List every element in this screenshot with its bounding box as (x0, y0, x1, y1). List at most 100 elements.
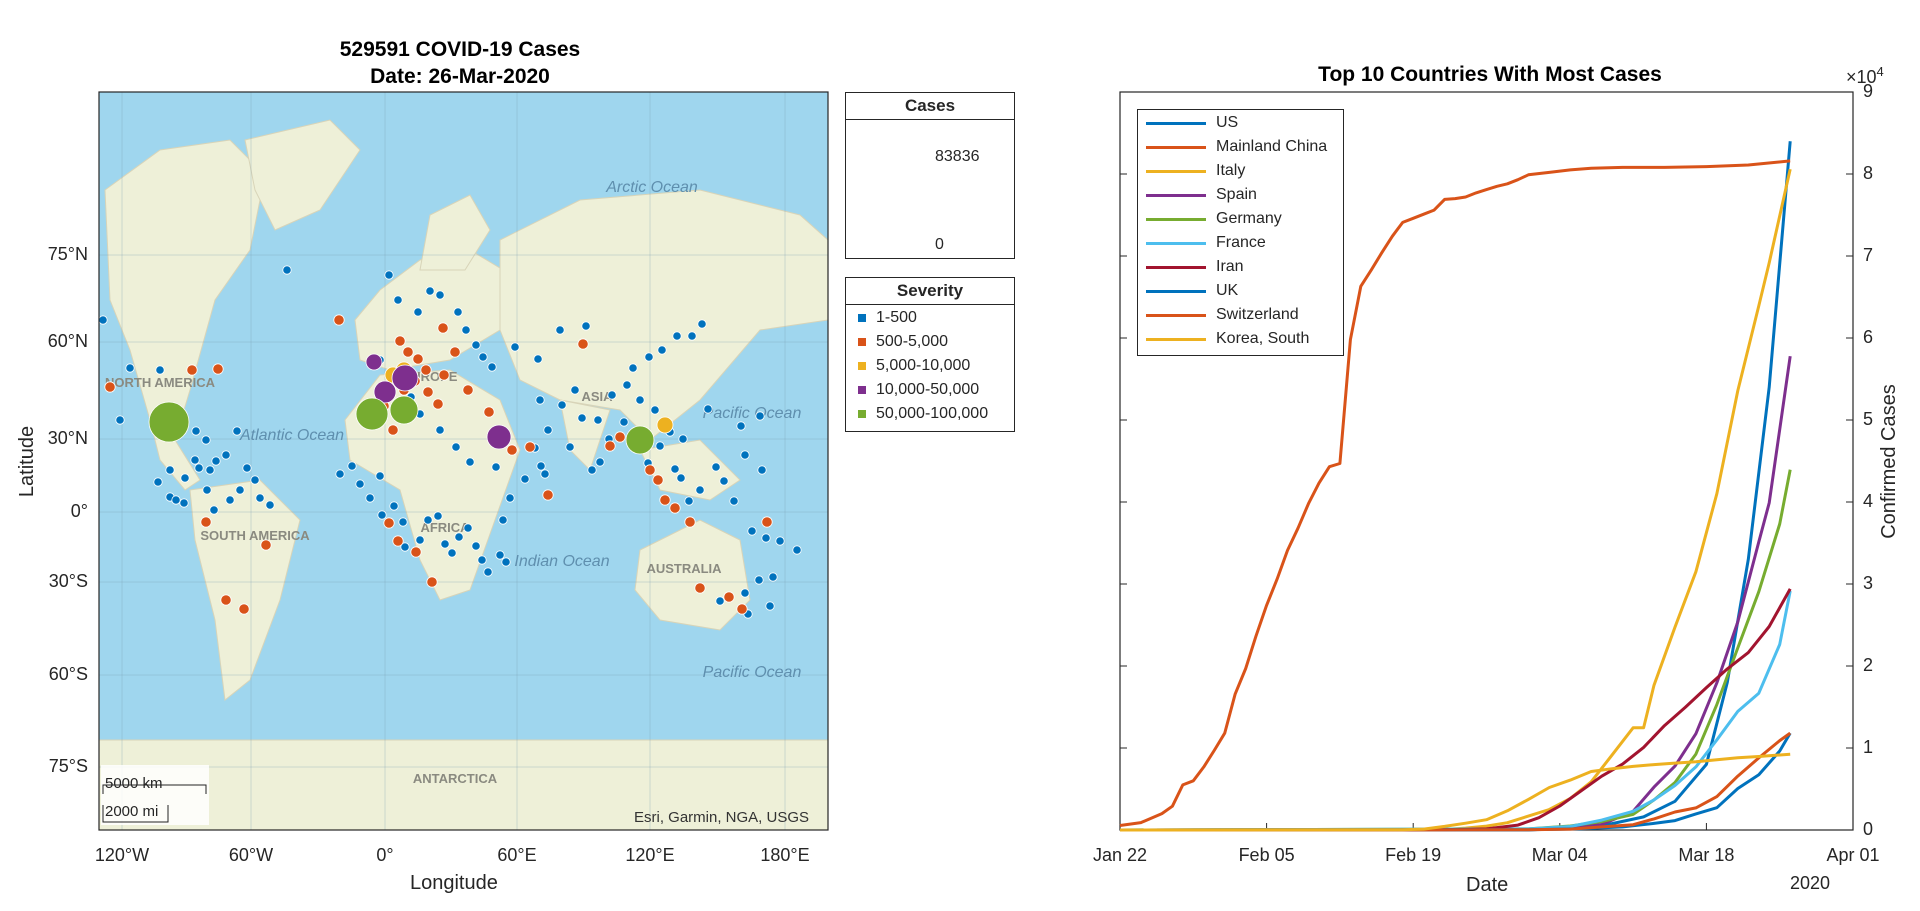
case-marker-1-500 (607, 390, 617, 400)
basemap-label-1: Atlantic Ocean (239, 427, 344, 444)
chart-legend-item: Switzerland (1146, 306, 1299, 324)
case-marker-1-500 (250, 475, 260, 485)
severity-swatch (858, 362, 866, 370)
severity-legend-item: 500-5,000 (858, 333, 948, 351)
case-marker-1-500 (179, 498, 189, 508)
chart-legend-item: Germany (1146, 210, 1282, 228)
map-lon-tick: 120°E (625, 845, 675, 865)
case-marker-1-500 (543, 425, 553, 435)
case-marker-500-5000 (652, 474, 664, 486)
asia-land (499, 189, 829, 441)
case-marker-500-5000 (644, 464, 656, 476)
case-marker-1-500 (461, 325, 471, 335)
severity-legend-item: 1-500 (858, 309, 917, 327)
map-attribution: Esri, Garmin, NGA, USGS (634, 809, 810, 826)
legend-line-swatch (1146, 169, 1206, 173)
case-marker-1-500 (487, 362, 497, 372)
legend-series-label: Korea, South (1216, 330, 1310, 347)
case-marker-1-500 (644, 352, 654, 362)
case-marker-500-5000 (604, 440, 616, 452)
map-lat-tick: 30°N (47, 428, 88, 448)
case-marker-1-500 (501, 557, 511, 567)
scale-km: 5000 km (105, 775, 163, 792)
y-tick-label: 0 (1863, 819, 1874, 839)
case-marker-1-500 (483, 567, 493, 577)
case-marker-1-500 (413, 307, 423, 317)
case-marker-1-500 (715, 596, 725, 606)
severity-legend-item: 10,000-50,000 (858, 381, 979, 399)
case-marker-1-500 (520, 474, 530, 484)
scale-bar-km-line (102, 784, 207, 794)
case-marker-1-500 (209, 505, 219, 515)
map-lat-tick: 0° (70, 501, 88, 521)
legend-series-label: Italy (1216, 162, 1246, 179)
case-marker-500-5000 (383, 517, 395, 529)
case-marker-500-5000 (420, 364, 432, 376)
map-lon-tick: 60°E (497, 845, 537, 865)
basemap-label-5: NORTH AMERICA (105, 375, 216, 390)
case-marker-500-5000 (761, 516, 773, 528)
case-marker-1-500 (505, 493, 515, 503)
y-exponent-power: 4 (1876, 64, 1884, 79)
case-marker-500-5000 (432, 398, 444, 410)
case-marker-500-5000 (483, 406, 495, 418)
case-marker-500-5000 (449, 346, 461, 358)
case-marker-1-500 (398, 517, 408, 527)
case-marker-1-500 (754, 575, 764, 585)
legend-series-label: US (1216, 114, 1239, 131)
basemap-label-3: Indian Ocean (514, 553, 609, 570)
map-lon-tick: 180°E (760, 845, 810, 865)
case-marker-500-5000 (422, 386, 434, 398)
case-marker-10000-50000 (365, 353, 383, 371)
case-marker-1-500 (465, 457, 475, 467)
cases-legend-max: 83836 (935, 148, 980, 165)
case-marker-1-500 (194, 463, 204, 473)
basemap-label-8: AFRICA (420, 520, 470, 535)
case-marker-1-500 (155, 365, 165, 375)
basemap-label-10: AUSTRALIA (646, 561, 722, 576)
case-marker-50000-100000 (389, 395, 419, 425)
case-marker-500-5000 (684, 516, 696, 528)
case-marker-1-500 (510, 342, 520, 352)
severity-swatch (858, 338, 866, 346)
case-marker-500-5000 (437, 322, 449, 334)
case-marker-1-500 (711, 462, 721, 472)
case-marker-1-500 (471, 541, 481, 551)
chart-xlabel: Date (1466, 874, 1509, 896)
scale-bar-background (101, 765, 209, 825)
case-marker-500-5000 (614, 431, 626, 443)
chart-title: Top 10 Countries With Most Cases (1318, 63, 1662, 86)
case-marker-1-500 (557, 400, 567, 410)
legend-series-label: Mainland China (1216, 138, 1328, 155)
scandinavia-land (419, 194, 491, 271)
basemap-label-4: Pacific Ocean (703, 664, 802, 681)
chart-legend-item: Italy (1146, 162, 1245, 180)
cases-legend-title: Cases (846, 93, 1014, 120)
case-marker-500-5000 (723, 591, 735, 603)
case-marker-1-500 (400, 542, 410, 552)
severity-label: 500-5,000 (876, 333, 949, 350)
case-marker-1-500 (740, 588, 750, 598)
case-marker-1-500 (355, 479, 365, 489)
case-marker-1-500 (125, 363, 135, 373)
y-tick-label: 8 (1863, 163, 1874, 183)
chart-y-exponent: ×104 (1846, 64, 1884, 88)
case-marker-500-5000 (438, 369, 450, 381)
case-marker-500-5000 (260, 539, 272, 551)
case-marker-1-500 (451, 442, 461, 452)
severity-label: 50,000-100,000 (876, 405, 989, 422)
chart-legend-item: Iran (1146, 258, 1244, 276)
case-marker-1-500 (265, 500, 275, 510)
case-marker-1-500 (729, 496, 739, 506)
severity-swatch (858, 386, 866, 394)
map-title-line2: Date: 26-Mar-2020 (370, 65, 550, 88)
severity-legend-item: 5,000-10,000 (858, 357, 970, 375)
case-marker-1-500 (533, 354, 543, 364)
case-marker-1-500 (678, 434, 688, 444)
series-line-france (1119, 590, 1792, 832)
case-marker-1-500 (565, 442, 575, 452)
case-marker-1-500 (695, 485, 705, 495)
cases-legend: Cases 83836 0 (845, 92, 1015, 259)
legend-line-swatch (1146, 121, 1206, 125)
